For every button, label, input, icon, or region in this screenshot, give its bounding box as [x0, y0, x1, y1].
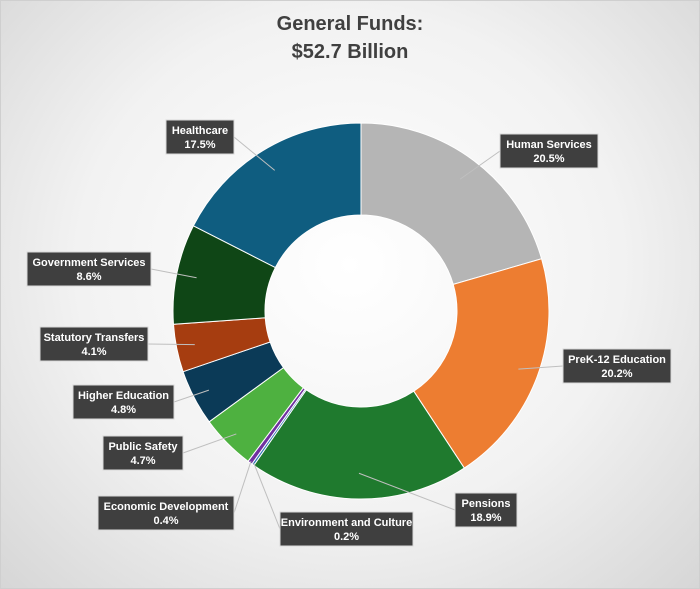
data-label-human-services: Human Services 20.5% [499, 133, 599, 169]
leader-line [459, 150, 501, 180]
slice-value-label: 0.2% [334, 531, 359, 543]
slice-pensions [253, 389, 466, 500]
data-label-box [72, 384, 175, 420]
leader-line [518, 365, 564, 370]
data-label-higher-education: Higher Education 4.8% [72, 384, 175, 420]
slice-value-label: 8.6% [76, 271, 101, 283]
slice-value-label: 17.5% [184, 139, 215, 151]
leader-line [358, 472, 456, 511]
chart-title-line-1: General Funds: [276, 13, 424, 35]
slice-human-services [360, 122, 543, 285]
data-label-box [279, 511, 414, 547]
slice-value-label: 20.5% [533, 153, 564, 165]
slice-category-label: Human Services [506, 139, 592, 151]
slice-value-label: 0.4% [153, 515, 178, 527]
leader-line [182, 433, 237, 454]
slice-category-label: Statutory Transfers [44, 332, 145, 344]
leader-line [150, 268, 197, 279]
data-label-prek-12-education: PreK-12 Education 20.2% [562, 348, 672, 384]
data-label-pensions: Pensions 18.9% [454, 492, 518, 528]
data-label-box [102, 435, 184, 471]
data-label-economic-development: Economic Development 0.4% [97, 495, 235, 531]
slice-category-label: PreK-12 Education [568, 354, 666, 366]
data-label-government-services: Government Services 8.6% [26, 251, 152, 287]
leader-line [173, 389, 210, 403]
slice-category-label: Pensions [462, 498, 511, 510]
chart-title-line-2: $52.7 Billion [291, 41, 409, 63]
slice-category-label: Environment and Culture [281, 517, 412, 529]
slice-healthcare [192, 122, 362, 269]
slice-prek-12-education [413, 258, 550, 469]
chart-title: General Funds: $52.7 Billion [0, 10, 700, 66]
slice-category-label: Healthcare [172, 125, 228, 137]
data-label-box [39, 326, 149, 362]
data-label-healthcare: Healthcare 17.5% [165, 119, 235, 155]
leader-line [233, 461, 252, 514]
leader-line [253, 463, 281, 530]
data-label-box [97, 495, 235, 531]
data-label-statutory-transfers: Statutory Transfers 4.1% [39, 326, 149, 362]
leader-line [147, 343, 195, 346]
slice-value-label: 4.1% [81, 346, 106, 358]
data-label-environment-and-culture: Environment and Culture 0.2% [279, 511, 414, 547]
slice-category-label: Government Services [32, 257, 145, 269]
data-label-public-safety: Public Safety 4.7% [102, 435, 184, 471]
data-label-box [454, 492, 518, 528]
slice-category-label: Public Safety [108, 441, 178, 453]
data-label-box [562, 348, 672, 384]
slice-value-label: 4.8% [111, 404, 136, 416]
slice-category-label: Economic Development [104, 501, 229, 513]
slice-value-label: 20.2% [601, 368, 632, 380]
data-label-box [499, 133, 599, 169]
leader-line [233, 136, 276, 171]
data-label-box [26, 251, 152, 287]
data-label-box [165, 119, 235, 155]
slice-value-label: 18.9% [470, 512, 501, 524]
slice-value-label: 4.7% [130, 455, 155, 467]
slice-category-label: Higher Education [78, 390, 169, 402]
